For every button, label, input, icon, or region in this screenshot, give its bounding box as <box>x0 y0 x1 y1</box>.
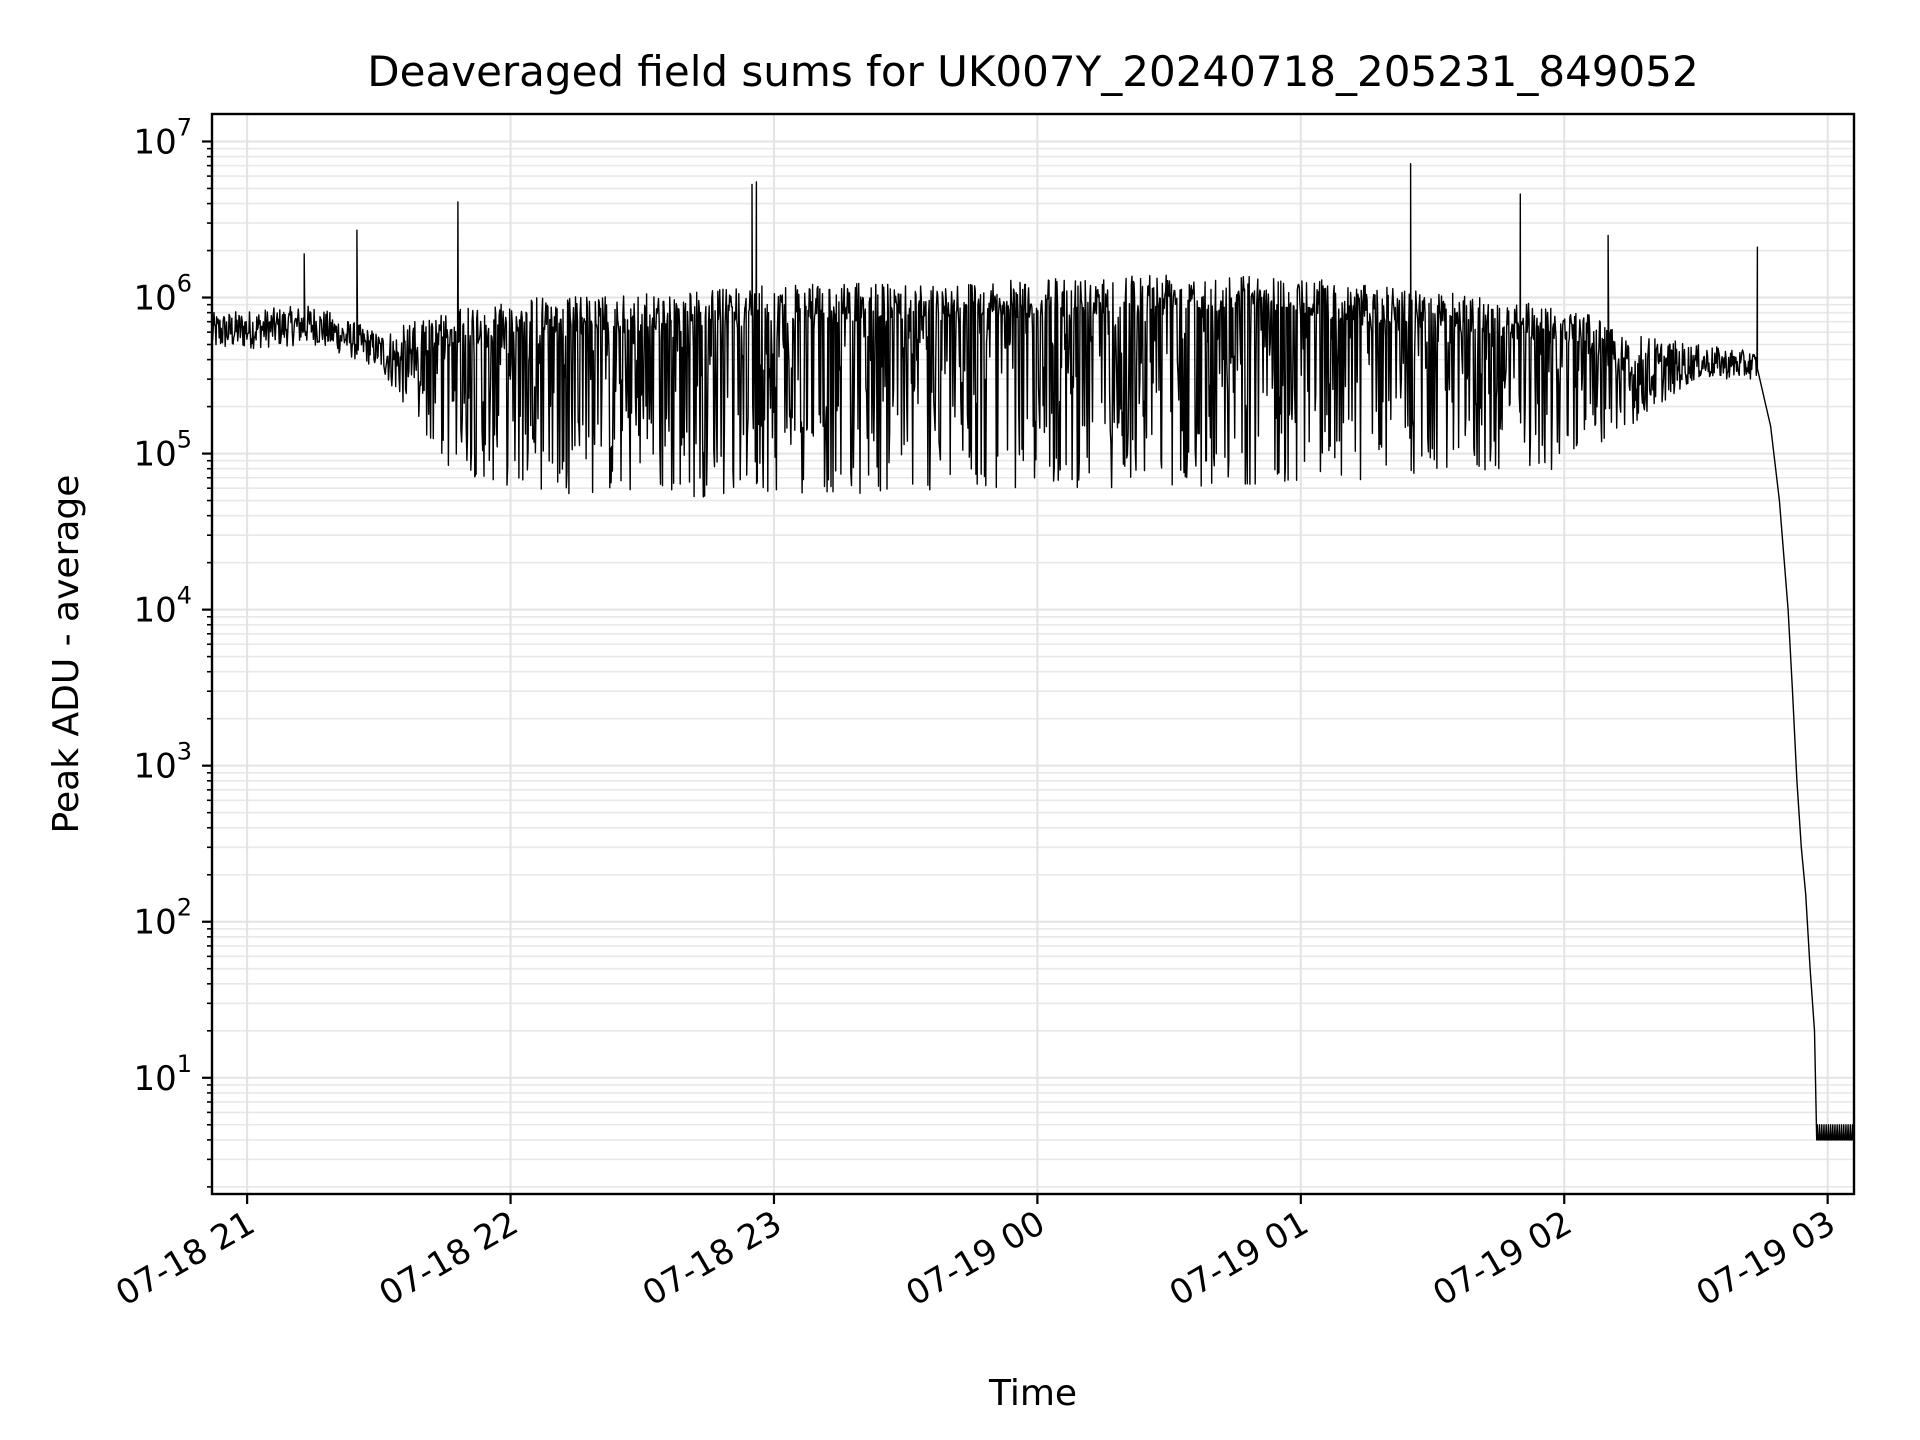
y-tick-label: 107 <box>133 113 192 162</box>
y-tick-label: 101 <box>133 1050 192 1099</box>
y-tick-label: 104 <box>133 582 192 631</box>
x-tick-label: 07-18 23 <box>636 1203 788 1314</box>
y-tick-label: 102 <box>133 894 192 943</box>
plot-frame <box>210 112 1856 1196</box>
grid-layer <box>212 114 1854 1194</box>
chart-title: Deaveraged field sums for UK007Y_2024071… <box>367 47 1698 96</box>
x-tick-label: 07-19 00 <box>899 1203 1051 1314</box>
x-tick-label: 07-19 02 <box>1426 1203 1578 1314</box>
x-tick-label: 07-18 22 <box>373 1203 525 1314</box>
y-axis-label: Peak ADU - average <box>46 475 87 834</box>
y-tick-label: 105 <box>133 426 192 475</box>
series-layer <box>212 163 1854 1141</box>
x-tick-label: 07-18 21 <box>109 1203 261 1314</box>
x-tick-label: 07-19 01 <box>1163 1203 1315 1314</box>
y-tick-label: 106 <box>133 270 192 319</box>
x-axis-label: Time <box>988 1373 1077 1414</box>
y-tick-label: 103 <box>133 738 192 787</box>
x-tick-label: 07-19 03 <box>1690 1203 1842 1314</box>
series-line <box>212 163 1854 1141</box>
